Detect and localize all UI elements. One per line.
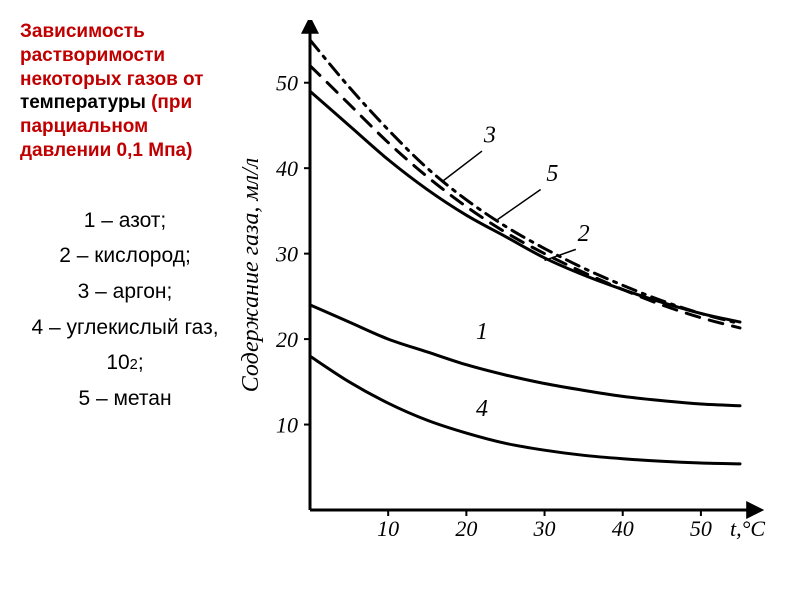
legend-item-5: 5 – метан — [20, 381, 230, 417]
curve-label-5: 5 — [546, 161, 558, 187]
left-panel: Зависимость растворимости некоторых газо… — [20, 20, 230, 590]
curve-2 — [310, 91, 740, 322]
chart-panel: 10 20 30 40 50 10 20 30 40 50 t,°C Содержание газа,… — [230, 20, 790, 590]
curve-label-3: 3 — [483, 123, 496, 149]
x-tick-label: 20 — [455, 516, 477, 541]
x-tick-label: 30 — [533, 516, 556, 541]
x-tick-label: 10 — [377, 516, 399, 541]
curve-label-4: 4 — [476, 396, 488, 422]
leader-5 — [498, 190, 541, 220]
y-tick-label: 20 — [276, 327, 298, 352]
x-unit-label: t,°C — [730, 516, 765, 541]
legend-item-3: 3 – аргон; — [20, 274, 230, 310]
curve-1 — [310, 305, 740, 406]
leader-3 — [443, 151, 482, 181]
page: Зависимость растворимости некоторых газо… — [0, 0, 800, 600]
curve-label-1: 1 — [476, 319, 488, 345]
x-tick-label: 50 — [690, 516, 712, 541]
legend-item-2: 2 – кислород; — [20, 238, 230, 274]
legend-item-4-suffix: ; — [138, 351, 144, 374]
y-tick-label: 40 — [276, 156, 298, 181]
title-block: Зависимость растворимости некоторых газо… — [20, 20, 230, 163]
y-tick-label: 10 — [276, 413, 298, 438]
legend-item-4-prefix: 4 – углекислый газ, 10 — [31, 316, 218, 375]
legend-item-4-sup: 2 — [130, 357, 138, 373]
title-part1: Зависимость растворимости некоторых газо… — [20, 21, 203, 90]
curve-3 — [310, 40, 740, 324]
curve-5 — [310, 66, 740, 328]
chart-svg: 10 20 30 40 50 10 20 30 40 50 t,°C Содержание газа,… — [230, 20, 790, 580]
y-tick-label: 50 — [276, 71, 298, 96]
legend-block: 1 – азот; 2 – кислород; 3 – аргон; 4 – у… — [20, 203, 230, 417]
y-tick-label: 30 — [275, 242, 298, 267]
curve-4 — [310, 356, 740, 464]
curve-label-2: 2 — [578, 221, 590, 247]
y-axis-label: Содержание газа, мл/л — [238, 158, 264, 393]
legend-item-4: 4 – углекислый газ, 102; — [20, 310, 230, 381]
title-part2: температуры — [20, 92, 146, 113]
x-tick-label: 40 — [612, 516, 634, 541]
legend-item-1: 1 – азот; — [20, 203, 230, 239]
